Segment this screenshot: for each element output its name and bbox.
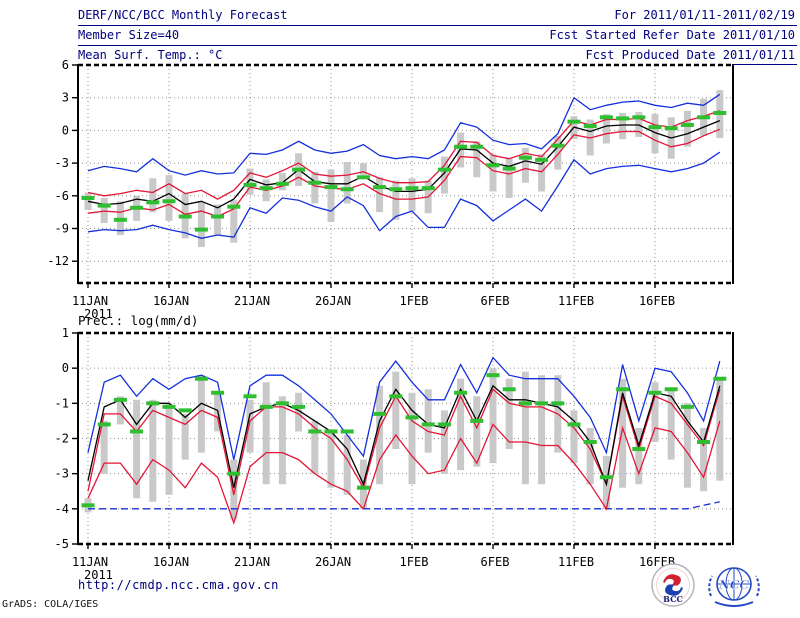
x-tick-label: 26JAN	[315, 555, 351, 569]
y-tick-label: -9	[55, 222, 69, 236]
ensemble-mean-line	[87, 119, 721, 209]
y-tick-label: 3	[62, 91, 69, 105]
y-tick-label: -5	[55, 537, 69, 551]
y-tick-label: -1	[55, 396, 69, 410]
x-tick-label: 21JAN	[234, 294, 270, 308]
ncc-logo-label: NCC	[718, 578, 750, 592]
header-rule-2	[78, 45, 797, 46]
ensemble-mean-line	[87, 384, 721, 488]
ncc-wreath-left	[708, 575, 713, 597]
bcc-blue-swirl	[665, 584, 683, 596]
prec-panel-title: Prec.: log(mm/d)	[78, 313, 198, 328]
y-tick-label: -6	[55, 189, 69, 203]
ensemble-min-line	[87, 151, 721, 239]
x-year-label: 2011	[84, 307, 113, 321]
bcc-red-swirl	[663, 574, 681, 586]
produced-date-text: Fcst Produced Date 2011/01/11	[585, 48, 795, 62]
x-tick-label: 21JAN	[234, 555, 270, 569]
grads-credit: GrADS: COLA/IGES	[2, 599, 99, 610]
ensemble-max-line	[87, 356, 721, 460]
upper-sigma-line	[87, 110, 721, 200]
ncc-wreath-right	[755, 575, 760, 597]
y-tick-label: 1	[62, 326, 69, 340]
x-tick-label: 11FEB	[558, 555, 594, 569]
forecast-range-text: For 2011/01/11-2011/02/19	[614, 8, 795, 22]
y-tick-label: 0	[62, 123, 69, 137]
y-tick-label: -3	[55, 156, 69, 170]
ensemble-max-line	[87, 93, 721, 176]
x-year-label: 2011	[84, 568, 113, 582]
x-tick-label: 1FEB	[400, 294, 429, 308]
y-tick-label: 6	[62, 58, 69, 72]
source-url[interactable]: http://cmdp.ncc.cma.gov.cn	[78, 578, 279, 592]
bcc-logo: BCC	[645, 562, 701, 614]
x-tick-label: 11JAN	[72, 555, 108, 569]
x-tick-label: 6FEB	[481, 555, 510, 569]
x-tick-label: 6FEB	[481, 294, 510, 308]
chart-panel-1: 11JAN 16JAN 21JAN 26JAN 1FEB 6FEB 11FEB 16FEB20…	[55, 313, 734, 582]
y-tick-label: -4	[55, 502, 69, 516]
observation-dash-marks	[81, 110, 727, 232]
ensemble-min-line	[88, 501, 720, 510]
chart-panel-0: 11JAN 16JAN 21JAN 26JAN 1FEB 6FEB 11FEB 16FEB 20…	[47, 58, 734, 321]
y-tick-label: -12	[47, 254, 69, 268]
x-tick-label: 16FEB	[639, 294, 675, 308]
y-tick-label: -2	[55, 432, 69, 446]
refer-date-text: Fcst Started Refer Date 2011/01/10	[549, 28, 795, 42]
x-tick-label: 16JAN	[153, 555, 189, 569]
header-rule-3	[733, 64, 797, 65]
x-tick-label: 26JAN	[315, 294, 351, 308]
bcc-logo-label: BCC	[663, 594, 683, 604]
x-tick-label: 1FEB	[400, 555, 429, 569]
ensemble-spread-bars	[84, 90, 724, 248]
ncc-logo: NCC	[703, 562, 765, 614]
y-tick-label: 0	[62, 361, 69, 375]
x-tick-label: 11FEB	[558, 294, 594, 308]
page-title: DERF/NCC/BCC Monthly Forecast	[78, 8, 288, 22]
observation-dash-marks	[81, 373, 727, 508]
member-size-text: Member Size=40	[78, 28, 180, 42]
header-rule-1	[78, 25, 797, 26]
x-tick-label: 16JAN	[153, 294, 189, 308]
lower-sigma-line	[87, 128, 721, 218]
temp-panel-title: Mean Surf. Temp.: °C	[78, 48, 223, 62]
y-tick-label: -3	[55, 467, 69, 481]
x-tick-label: 11JAN	[72, 294, 108, 308]
lower-sigma-line	[87, 420, 721, 526]
